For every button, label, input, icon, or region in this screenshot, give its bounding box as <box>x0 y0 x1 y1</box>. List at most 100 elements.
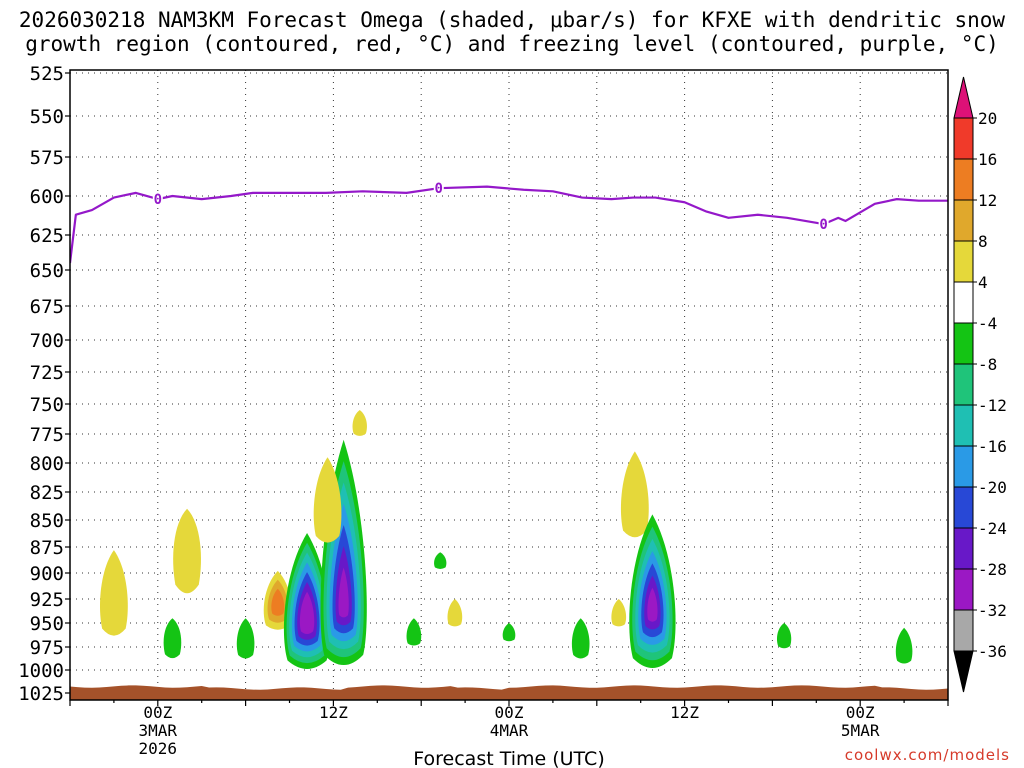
omega-feature <box>236 618 255 659</box>
omega-feature <box>502 623 516 642</box>
omega-feature <box>447 599 463 627</box>
omega-feature <box>406 618 422 646</box>
omega-feature <box>163 618 182 659</box>
x-tick-label: 5MAR <box>841 721 880 740</box>
colorbar-segment <box>953 158 974 201</box>
omega-feature <box>352 410 367 436</box>
colorbar: 20 16 12 8 4 -4 -8 -12 -16 -20 -24 -28 -32 -36 <box>953 76 1007 693</box>
y-tick-label: 1000 <box>18 660 64 682</box>
y-tick-label: 750 <box>30 394 64 416</box>
omega-contour-level <box>571 618 590 659</box>
colorbar-segment <box>953 363 974 406</box>
y-tick-label: 650 <box>30 260 64 282</box>
colorbar-label: 8 <box>978 232 988 251</box>
colorbar-segment <box>953 117 974 160</box>
colorbar-label: -20 <box>978 478 1007 497</box>
colorbar-segment <box>953 322 974 365</box>
y-tick-label: 525 <box>30 63 64 85</box>
freezing-level-label-bg <box>818 217 829 232</box>
omega-contour-level <box>163 618 182 659</box>
colorbar-segment <box>953 281 974 324</box>
colorbar-label: -4 <box>978 314 997 333</box>
y-axis: 525 550 575 600 625 650 675 700 725 750 775 800 825 8… <box>18 63 70 705</box>
x-tick-label: 12Z <box>670 703 699 722</box>
colorbar-segment <box>953 568 974 611</box>
colorbar-label: 12 <box>978 191 997 210</box>
y-tick-label: 1025 <box>18 683 64 705</box>
freezing-level-label: 0 <box>154 192 162 208</box>
freezing-level-label: 0 <box>819 217 827 233</box>
omega-contour-level <box>271 588 285 616</box>
y-tick-label: 700 <box>30 330 64 352</box>
colorbar-label: -8 <box>978 355 997 374</box>
freezing-level-label-bg <box>152 192 163 207</box>
omega-contour-level <box>776 623 792 649</box>
omega-contour-level <box>338 567 349 618</box>
freezing-level-label-bg <box>433 181 444 196</box>
colorbar-label: 4 <box>978 273 988 292</box>
omega-feature <box>895 627 913 664</box>
freezing-level-contour: 0 0 0 <box>70 181 948 264</box>
colorbar-bottom-arrow <box>953 650 974 693</box>
omega-feature <box>173 508 201 594</box>
y-tick-label: 800 <box>30 453 64 475</box>
y-tick-label: 975 <box>30 637 64 659</box>
chart-title-line-1: 2026030218 NAM3KM Forecast Omega (shaded… <box>18 8 1006 32</box>
omega-contour-level <box>502 623 516 642</box>
colorbar-segment <box>953 486 974 529</box>
y-tick-label: 625 <box>30 225 64 247</box>
omega-feature <box>629 514 676 668</box>
y-tick-label: 925 <box>30 589 64 611</box>
omega-contour-level <box>447 599 463 627</box>
omega-feature <box>283 532 331 669</box>
y-tick-label: 775 <box>30 424 64 446</box>
y-tick-label: 825 <box>30 482 64 504</box>
grid <box>69 70 949 700</box>
y-tick-label: 600 <box>30 186 64 208</box>
colorbar-label: -12 <box>978 396 1007 415</box>
freezing-level-line <box>70 185 948 264</box>
y-tick-label: 725 <box>30 362 64 384</box>
omega-contour-level <box>620 451 649 538</box>
x-tick-label: 4MAR <box>490 721 529 740</box>
y-tick-label: 675 <box>30 296 64 318</box>
y-tick-label: 850 <box>30 510 64 532</box>
omega-contour-level <box>173 508 201 594</box>
colorbar-segment <box>953 199 974 242</box>
x-tick-label: 00Z <box>495 703 524 722</box>
y-tick-label: 950 <box>30 613 64 635</box>
colorbar-segment <box>953 527 974 570</box>
x-axis-label: Forecast Time (UTC) <box>413 748 604 768</box>
x-tick-label: 2026 <box>139 739 178 758</box>
colorbar-top-arrow <box>953 76 974 119</box>
omega-contour-level <box>406 618 422 646</box>
omega-contour-level <box>434 552 447 569</box>
omega-contour-level <box>99 550 128 636</box>
omega-shading <box>99 410 913 669</box>
colorbar-label: -28 <box>978 560 1007 579</box>
omega-contour-level <box>647 587 658 622</box>
colorbar-label: 16 <box>978 150 997 169</box>
y-tick-label: 900 <box>30 563 64 585</box>
omega-feature <box>620 451 649 538</box>
chart-title: 2026030218 NAM3KM Forecast Omega (shaded… <box>0 8 1024 56</box>
terrain-fill <box>70 685 948 700</box>
omega-contour-level <box>352 410 367 436</box>
source-credit: coolwx.com/models <box>844 746 1010 764</box>
x-tick-label: 3MAR <box>139 721 178 740</box>
y-tick-label: 875 <box>30 537 64 559</box>
terrain-band <box>70 685 948 700</box>
x-tick-label: 00Z <box>846 703 875 722</box>
omega-contour-level <box>313 457 342 543</box>
freezing-level-label: 0 <box>435 181 443 197</box>
omega-feature <box>99 550 128 636</box>
colorbar-segment <box>953 609 974 652</box>
omega-contour-level <box>611 599 627 627</box>
colorbar-label: -16 <box>978 437 1007 456</box>
plot-area <box>70 70 948 700</box>
colorbar-label: -36 <box>978 642 1007 661</box>
x-tick-label: 00Z <box>143 703 172 722</box>
omega-contour-level <box>302 601 312 629</box>
